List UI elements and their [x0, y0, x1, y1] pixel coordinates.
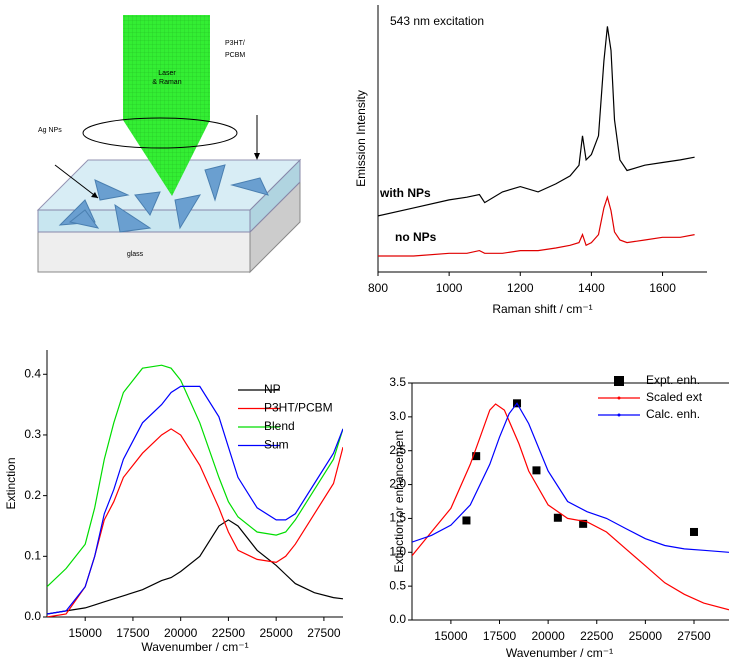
- x-axis-title: Raman shift / cm⁻¹: [492, 302, 592, 316]
- y-tick-label: 0.4: [24, 366, 41, 380]
- data-point: [462, 516, 470, 524]
- legend-label: Scaled ext: [646, 390, 703, 404]
- x-tick-label: 1400: [578, 281, 605, 295]
- x-tick-label: 1000: [436, 281, 463, 295]
- beam-label: Laser: [158, 70, 176, 77]
- series-line: [412, 404, 729, 610]
- y-tick-label: 3.0: [389, 409, 406, 423]
- film-label: P3HT/: [225, 40, 245, 47]
- legend-label: P3HT/PCBM: [264, 401, 333, 415]
- y-tick-label: 3.5: [389, 375, 406, 389]
- x-tick-label: 1600: [649, 281, 676, 295]
- x-axis-title: Wavenumber / cm⁻¹: [506, 646, 613, 660]
- legend-label: NP: [264, 382, 281, 396]
- substrate-label: glass: [127, 251, 144, 258]
- legend-label: Expt. enh.: [646, 373, 700, 387]
- x-tick-label: 20000: [531, 629, 565, 643]
- x-tick-label: 22500: [212, 626, 246, 640]
- y-tick-label: 0.3: [24, 427, 41, 441]
- x-axis-title: Wavenumber / cm⁻¹: [141, 640, 248, 654]
- y-axis-title: Emission Intensity: [354, 90, 368, 187]
- laser-beam: [123, 15, 210, 120]
- x-tick-label: 17500: [116, 626, 150, 640]
- y-tick-label: 0.0: [24, 609, 41, 623]
- series-line: [47, 429, 343, 617]
- figure: Laser & Raman P3HT/ PCBM Ag NPs glass 80…: [0, 0, 729, 664]
- y-tick-label: 0.5: [389, 578, 406, 592]
- legend-label: Blend: [264, 419, 295, 433]
- series-label: with NPs: [379, 186, 431, 200]
- y-axis-title: Extinction: [4, 457, 18, 509]
- x-tick-label: 25000: [259, 626, 293, 640]
- arrow-head: [254, 153, 260, 160]
- y-tick-label: 0.2: [24, 488, 41, 502]
- y-axis-title: Extinction or enhancement: [392, 430, 406, 573]
- series-line: [47, 365, 343, 587]
- y-tick-label: 0.1: [24, 548, 41, 562]
- x-tick-label: 1200: [507, 281, 534, 295]
- particles-label: Ag NPs: [38, 127, 62, 134]
- legend-label: Sum: [264, 438, 289, 452]
- legend-dot: [618, 414, 621, 417]
- x-tick-label: 15000: [69, 626, 103, 640]
- beam-label: & Raman: [152, 79, 181, 86]
- setup-diagram: Laser & Raman P3HT/ PCBM Ag NPs glass: [38, 15, 300, 272]
- x-tick-label: 15000: [434, 629, 468, 643]
- series-label: no NPs: [395, 230, 437, 244]
- x-tick-label: 27500: [307, 626, 341, 640]
- series-line: [412, 403, 729, 552]
- legend-marker: [614, 376, 624, 386]
- legend-dot: [618, 397, 621, 400]
- x-tick-label: 22500: [580, 629, 614, 643]
- chart-title: 543 nm excitation: [390, 14, 484, 28]
- series-line: [378, 197, 695, 256]
- data-point: [532, 466, 540, 474]
- glass-front: [38, 232, 250, 272]
- x-tick-label: 17500: [483, 629, 517, 643]
- x-tick-label: 800: [368, 281, 388, 295]
- x-tick-label: 27500: [677, 629, 711, 643]
- x-tick-label: 25000: [629, 629, 663, 643]
- film-label: PCBM: [225, 52, 245, 59]
- x-tick-label: 20000: [164, 626, 198, 640]
- series-line: [47, 386, 343, 614]
- legend-label: Calc. enh.: [646, 407, 700, 421]
- data-point: [690, 528, 698, 536]
- y-tick-label: 0.0: [389, 612, 406, 626]
- data-point: [554, 514, 562, 522]
